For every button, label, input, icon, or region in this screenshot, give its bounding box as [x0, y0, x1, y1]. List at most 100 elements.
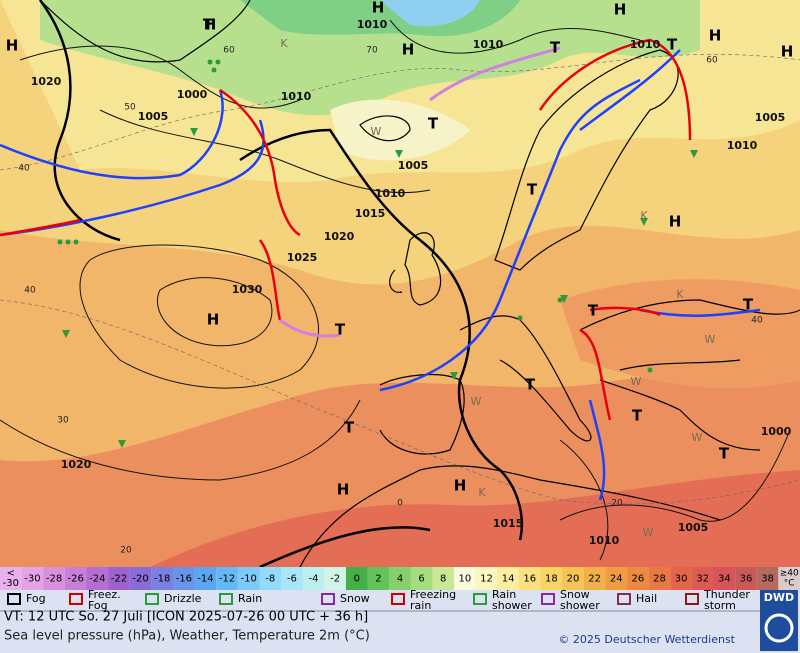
isobar: [559, 429, 791, 522]
map-letter: W: [471, 395, 482, 408]
scale-label: 16: [523, 574, 536, 585]
temperature-label: 0: [397, 499, 403, 509]
britain-coast: [389, 232, 442, 306]
pressure-label: 1015: [493, 517, 524, 530]
temperature-label: 40: [751, 316, 763, 326]
map-letter: W: [692, 431, 703, 444]
temperature-contour: [0, 299, 800, 505]
map-letter: W: [705, 333, 716, 346]
trough-line: [259, 526, 431, 567]
pressure-label: 1010: [357, 18, 388, 31]
legend-label: Rain: [492, 588, 516, 601]
scale-label: 34: [718, 574, 731, 585]
low-pressure: T: [428, 115, 439, 133]
map-letter: K: [280, 37, 288, 50]
low-pressure: T: [588, 302, 599, 320]
legend-label: Drizzle: [164, 592, 202, 605]
legend-icon: [685, 593, 699, 605]
pressure-label: 1020: [31, 75, 62, 88]
scale-cell: [129, 567, 152, 590]
iceland-coast: [359, 115, 411, 142]
high-pressure: H: [669, 213, 682, 231]
low-pressure: T: [344, 419, 355, 437]
scale-cell: [151, 567, 173, 590]
scale-label: 10: [458, 574, 471, 585]
scale-label: 4: [397, 574, 403, 585]
legend-label: Rain: [238, 592, 262, 605]
high-pressure: H: [207, 311, 220, 329]
legend-label: Thunder: [703, 588, 750, 601]
pressure-label: 1025: [287, 251, 318, 264]
scale-label: 24: [610, 574, 623, 585]
legend-icon: [473, 593, 487, 605]
isobar: [157, 277, 273, 347]
high-pressure: H: [6, 37, 19, 55]
valid-time: VT: 12 UTC So. 27 Juli [ICON 2025-07-26 …: [4, 610, 368, 625]
scale-label: -2: [330, 574, 340, 585]
temperature-scale: <-30 -30 -28 -26 -24 -22 -20 -18 -16 -14 -12 -10 -8-…: [0, 567, 800, 590]
low-pressure: T: [632, 407, 643, 425]
legend-label: Fog: [26, 592, 46, 605]
map-letter: K: [478, 486, 486, 499]
italy-coast: [459, 315, 592, 442]
scale-cell: [216, 567, 238, 590]
low-pressure: T: [527, 181, 538, 199]
warm-front: [579, 306, 661, 421]
cold-front: [579, 49, 681, 132]
legend-label: storm: [704, 599, 736, 612]
pressure-label: 1010: [281, 90, 312, 103]
pressure-label: 1015: [355, 207, 386, 220]
scale-cell: [518, 567, 541, 590]
scale-cell: [454, 567, 476, 590]
scale-cell: [713, 567, 736, 590]
scale-label: -14: [197, 574, 213, 585]
low-pressure: T: [719, 445, 730, 463]
cold-front: [0, 89, 224, 180]
scale-cell: [172, 567, 195, 590]
high-pressure: H: [337, 481, 350, 499]
dwd-logo-text: DWD: [764, 591, 794, 604]
scale-cell: [583, 567, 606, 590]
high-pressure: H: [709, 27, 722, 45]
legend-label: Fog: [88, 599, 108, 612]
temperature-label: 40: [18, 164, 30, 174]
map-letter: K: [640, 209, 648, 222]
scale-cell: [302, 567, 325, 590]
scale-label: 32: [696, 574, 709, 585]
scale-label: -20: [132, 574, 148, 585]
scale-cell: [691, 567, 714, 590]
pressure-label: 1020: [324, 230, 355, 243]
scale-cell: [735, 567, 757, 590]
scale-cell: [627, 567, 649, 590]
legend-label: Hail: [636, 592, 657, 605]
warm-front: [219, 88, 301, 237]
scale-cell: [367, 567, 390, 590]
legend-icon: [145, 593, 159, 605]
scale-label: -22: [111, 574, 127, 585]
scale-cell: [237, 567, 260, 590]
weather-symbols: [57, 59, 698, 448]
map-letter: W: [631, 375, 642, 388]
scale-label: -28: [46, 574, 62, 585]
scale-label: 30: [675, 574, 688, 585]
scale-cell: [86, 567, 109, 590]
high-pressure: H: [614, 1, 627, 19]
africa-coast: [299, 465, 721, 567]
scale-cell: [432, 567, 455, 590]
scale-label: °C: [784, 579, 795, 589]
isobar: [19, 45, 301, 109]
low-pressure: T: [743, 296, 754, 314]
pressure-label: 1005: [398, 159, 429, 172]
high-pressure: H: [372, 0, 385, 17]
very-hot-zone: [150, 470, 800, 567]
scale-cell: [756, 567, 779, 590]
warm-front: [0, 218, 81, 237]
scale-cell: [259, 567, 282, 590]
scale-label: 8: [440, 574, 446, 585]
scale-cell: [64, 567, 87, 590]
pressure-label: 1010: [630, 38, 661, 51]
temperature-label: 30: [57, 416, 69, 426]
temperature-label: 70: [366, 46, 378, 56]
scale-cell: [389, 567, 411, 590]
